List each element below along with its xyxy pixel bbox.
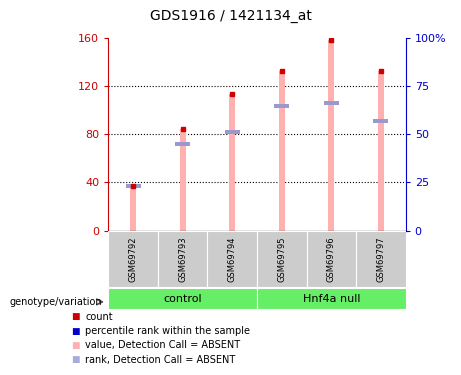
Text: rank, Detection Call = ABSENT: rank, Detection Call = ABSENT: [85, 355, 236, 364]
Bar: [126, 184, 141, 188]
Bar: [257, 288, 406, 309]
Bar: [356, 231, 406, 287]
Text: Hnf4a null: Hnf4a null: [302, 294, 360, 303]
Text: GSM69793: GSM69793: [178, 236, 187, 282]
Text: GSM69792: GSM69792: [129, 236, 138, 282]
Bar: [175, 142, 190, 146]
Bar: [307, 231, 356, 287]
Text: GSM69794: GSM69794: [228, 236, 237, 282]
Text: genotype/variation: genotype/variation: [9, 297, 102, 307]
Text: ■: ■: [71, 327, 80, 336]
Bar: [207, 231, 257, 287]
Bar: [108, 288, 257, 309]
Bar: [378, 71, 384, 231]
Text: count: count: [85, 312, 113, 322]
Bar: [180, 129, 186, 231]
Text: ■: ■: [71, 341, 80, 350]
Bar: [225, 129, 240, 134]
Bar: [108, 231, 158, 287]
Text: GSM69796: GSM69796: [327, 236, 336, 282]
Text: ■: ■: [71, 312, 80, 321]
Bar: [130, 186, 136, 231]
Text: percentile rank within the sample: percentile rank within the sample: [85, 326, 250, 336]
Bar: [257, 231, 307, 287]
Bar: [274, 104, 289, 108]
Text: control: control: [163, 294, 202, 303]
Bar: [229, 94, 235, 231]
Bar: [279, 71, 285, 231]
Bar: [158, 231, 207, 287]
Bar: [324, 100, 339, 105]
Text: GSM69797: GSM69797: [376, 236, 385, 282]
Bar: [328, 40, 334, 231]
Text: GSM69795: GSM69795: [277, 236, 286, 282]
Text: GDS1916 / 1421134_at: GDS1916 / 1421134_at: [149, 9, 312, 23]
Bar: [373, 118, 388, 123]
Text: value, Detection Call = ABSENT: value, Detection Call = ABSENT: [85, 340, 240, 350]
Text: ■: ■: [71, 355, 80, 364]
